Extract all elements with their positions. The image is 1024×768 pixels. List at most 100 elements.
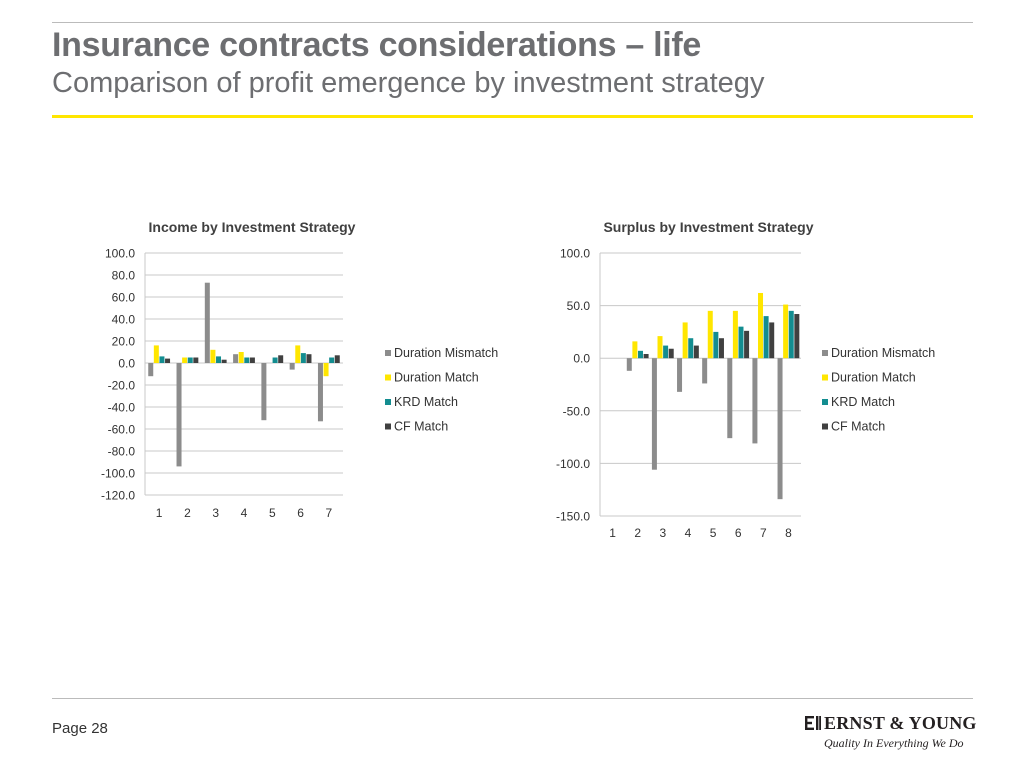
- income-bar-cf-match: [249, 357, 255, 363]
- logo-tagline: Quality In Everything We Do: [824, 736, 964, 750]
- surplus-bar-duration-match: [783, 304, 789, 359]
- income-x-tick-label: 6: [297, 506, 304, 520]
- surplus-bar-duration-mismatch: [777, 358, 783, 500]
- income-y-tick-label: 80.0: [112, 269, 136, 283]
- surplus-x-tick-label: 5: [710, 526, 717, 540]
- income-bar-duration-match: [153, 345, 159, 363]
- income-y-tick-label: 60.0: [112, 291, 136, 305]
- surplus-y-tick-label: 50.0: [567, 299, 591, 313]
- surplus-bar-cf-match: [794, 314, 800, 359]
- income-bar-cf-match: [278, 355, 284, 363]
- income-bar-krd-match: [187, 357, 193, 363]
- surplus-legend-label: KRD Match: [831, 395, 895, 409]
- income-legend-label: KRD Match: [394, 395, 458, 409]
- income-y-tick-label: -20.0: [108, 379, 136, 393]
- income-y-tick-label: -40.0: [108, 401, 136, 415]
- income-legend-label: Duration Mismatch: [394, 346, 498, 360]
- surplus-bar-cf-match: [693, 345, 699, 359]
- surplus-bar-krd-match: [738, 326, 744, 359]
- surplus-x-tick-label: 6: [735, 526, 742, 540]
- income-legend-label: CF Match: [394, 420, 448, 434]
- surplus-chart: Surplus by Investment Strategy 100.0 50.0 0…: [532, 210, 972, 550]
- income-bar-cf-match: [221, 359, 227, 363]
- surplus-y-tick-label: 100.0: [560, 247, 590, 261]
- income-chart-svg: Income by Investment Strategy100.080.060…: [101, 219, 498, 520]
- page-title: Insurance contracts considerations – lif…: [52, 26, 702, 64]
- surplus-x-tick-label: 2: [634, 526, 641, 540]
- income-bar-cf-match: [193, 357, 199, 363]
- income-bar-cf-match: [334, 355, 340, 363]
- income-x-tick-label: 2: [184, 506, 191, 520]
- surplus-legend-swatch: [822, 399, 828, 405]
- ernst-young-logo: ERNST & YOUNG Quality In Everything We D…: [805, 713, 977, 753]
- income-chart-title: Income by Investment Strategy: [149, 219, 356, 235]
- income-y-tick-label: 0.0: [118, 357, 135, 371]
- page-number: Page 28: [52, 720, 108, 737]
- income-y-tick-label: -120.0: [101, 489, 135, 503]
- surplus-bar-krd-match: [688, 338, 694, 359]
- logo-wordmark: ERNST & YOUNG: [824, 713, 977, 733]
- income-bar-duration-match: [295, 345, 301, 363]
- income-bar-krd-match: [272, 357, 278, 363]
- income-legend-swatch: [385, 399, 391, 405]
- surplus-bar-duration-match: [657, 336, 663, 359]
- surplus-bar-duration-match: [758, 292, 764, 359]
- surplus-x-tick-label: 3: [659, 526, 666, 540]
- surplus-x-tick-label: 7: [760, 526, 767, 540]
- income-bar-cf-match: [165, 358, 171, 363]
- ey-logo-mark-icon: [805, 716, 821, 730]
- income-bar-duration-match: [182, 357, 188, 363]
- top-divider: [52, 22, 973, 23]
- income-bar-duration-mismatch: [148, 363, 154, 377]
- income-bar-duration-mismatch: [261, 363, 267, 421]
- surplus-bar-cf-match: [643, 353, 649, 359]
- income-legend-swatch: [385, 374, 391, 381]
- surplus-y-tick-label: -150.0: [556, 510, 590, 524]
- surplus-bar-krd-match: [637, 350, 643, 359]
- surplus-y-tick-label: -50.0: [563, 404, 591, 418]
- income-chart: Income by Investment Strategy 100.0 80.0 60…: [72, 210, 532, 530]
- surplus-legend-swatch: [822, 374, 828, 381]
- income-bar-duration-match: [238, 352, 244, 363]
- surplus-y-tick-label: -100.0: [556, 457, 590, 471]
- income-x-tick-label: 4: [241, 506, 248, 520]
- income-bar-krd-match: [244, 357, 250, 363]
- income-legend-label: Duration Match: [394, 371, 479, 385]
- surplus-bar-krd-match: [713, 331, 719, 359]
- surplus-bar-duration-match: [632, 341, 638, 359]
- income-x-tick-label: 5: [269, 506, 276, 520]
- surplus-chart-title: Surplus by Investment Strategy: [603, 219, 813, 235]
- income-y-tick-label: 20.0: [112, 335, 136, 349]
- income-y-tick-label: 100.0: [105, 247, 135, 261]
- income-bar-krd-match: [300, 353, 306, 363]
- surplus-bar-duration-match: [707, 310, 713, 359]
- surplus-legend-swatch: [822, 350, 828, 356]
- surplus-bar-cf-match: [668, 348, 674, 359]
- surplus-bar-duration-mismatch: [727, 358, 733, 439]
- income-x-tick-label: 1: [156, 506, 163, 520]
- income-bar-duration-mismatch: [233, 354, 239, 363]
- surplus-bar-duration-match: [732, 310, 738, 359]
- income-x-tick-label: 7: [326, 506, 333, 520]
- income-x-tick-label: 3: [212, 506, 219, 520]
- surplus-legend-label: Duration Match: [831, 371, 916, 385]
- income-bar-duration-mismatch: [176, 363, 182, 467]
- surplus-x-tick-label: 4: [685, 526, 692, 540]
- surplus-bar-krd-match: [763, 316, 769, 359]
- footer-divider: [52, 698, 973, 699]
- surplus-bar-duration-match: [682, 322, 688, 359]
- income-y-tick-label: 40.0: [112, 313, 136, 327]
- income-bar-duration-match: [323, 363, 329, 377]
- income-bar-cf-match: [306, 354, 312, 363]
- surplus-legend-label: CF Match: [831, 420, 885, 434]
- surplus-y-tick-label: 0.0: [573, 352, 590, 366]
- surplus-chart-svg: Surplus by Investment Strategy 100.0 50.0 0…: [556, 219, 935, 540]
- income-y-tick-label: -80.0: [108, 445, 136, 459]
- income-bar-krd-match: [216, 356, 222, 363]
- income-legend-swatch: [385, 350, 391, 356]
- surplus-bar-duration-mismatch: [677, 358, 683, 392]
- surplus-bar-duration-mismatch: [702, 358, 708, 384]
- surplus-legend-label: Duration Mismatch: [831, 346, 935, 360]
- surplus-bar-duration-mismatch: [626, 358, 632, 371]
- page-subtitle: Comparison of profit emergence by invest…: [52, 67, 765, 99]
